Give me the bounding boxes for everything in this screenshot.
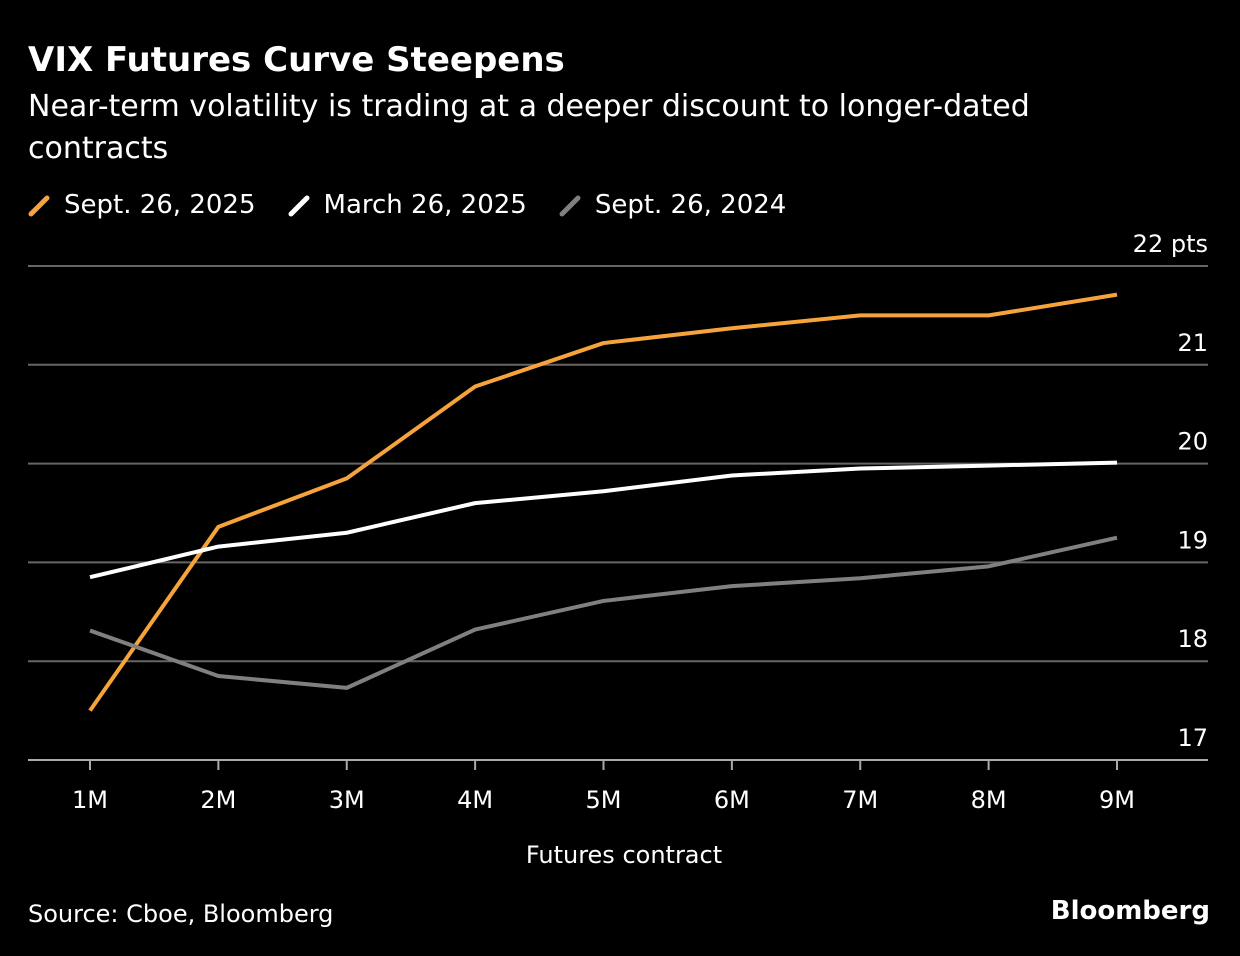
chart-subtitle: Near-term volatility is trading at a dee… (28, 89, 1030, 166)
source: Source: Cboe, Bloomberg (28, 900, 334, 928)
chart: 17 18 19 20 21 22 pts 1M 2M 3M 4M 5M 6M 7M 8M 9M Future… (28, 230, 1208, 869)
y-tick-label: 21 (1177, 329, 1208, 357)
x-tick-label: 2M (200, 786, 236, 814)
brand: Bloomberg (1050, 896, 1210, 926)
legend-swatch (559, 195, 581, 217)
series-line (89, 535, 1118, 690)
y-tick-label: 17 (1177, 724, 1208, 752)
x-axis-label: Futures contract (526, 841, 722, 869)
x-tick-label: 7M (842, 786, 878, 814)
x-tick-label: 4M (457, 786, 493, 814)
legend-label: Sept. 26, 2025 (64, 190, 256, 220)
x-tick-label: 1M (72, 786, 108, 814)
legend-item: Sept. 26, 2025 (28, 190, 256, 220)
legend: Sept. 26, 2025 March 26, 2025 Sept. 26, 20… (28, 190, 786, 220)
legend-label: March 26, 2025 (323, 190, 527, 220)
legend-swatch-line (288, 195, 310, 217)
x-tick-label: 5M (586, 786, 622, 814)
series-line (88, 292, 1118, 712)
x-tick-label: 9M (1099, 786, 1135, 814)
legend-item: March 26, 2025 (288, 190, 527, 220)
series-line (89, 460, 1118, 580)
legend-item: Sept. 26, 2024 (559, 190, 787, 220)
y-tick-label: 19 (1177, 526, 1208, 554)
y-tick-label: 22 pts (1133, 230, 1208, 258)
y-tick-label: 18 (1177, 625, 1208, 653)
x-tick-label: 3M (329, 786, 365, 814)
legend-swatch-line (28, 195, 50, 217)
y-tick-label: 20 (1177, 428, 1208, 456)
legend-swatch-line (559, 195, 581, 217)
legend-label: Sept. 26, 2024 (594, 190, 787, 220)
chart-title: VIX Futures Curve Steepens (28, 40, 565, 80)
legend-swatch (28, 195, 50, 217)
x-tick-label: 8M (971, 786, 1007, 814)
x-tick-label: 6M (714, 786, 750, 814)
legend-swatch (288, 195, 310, 217)
